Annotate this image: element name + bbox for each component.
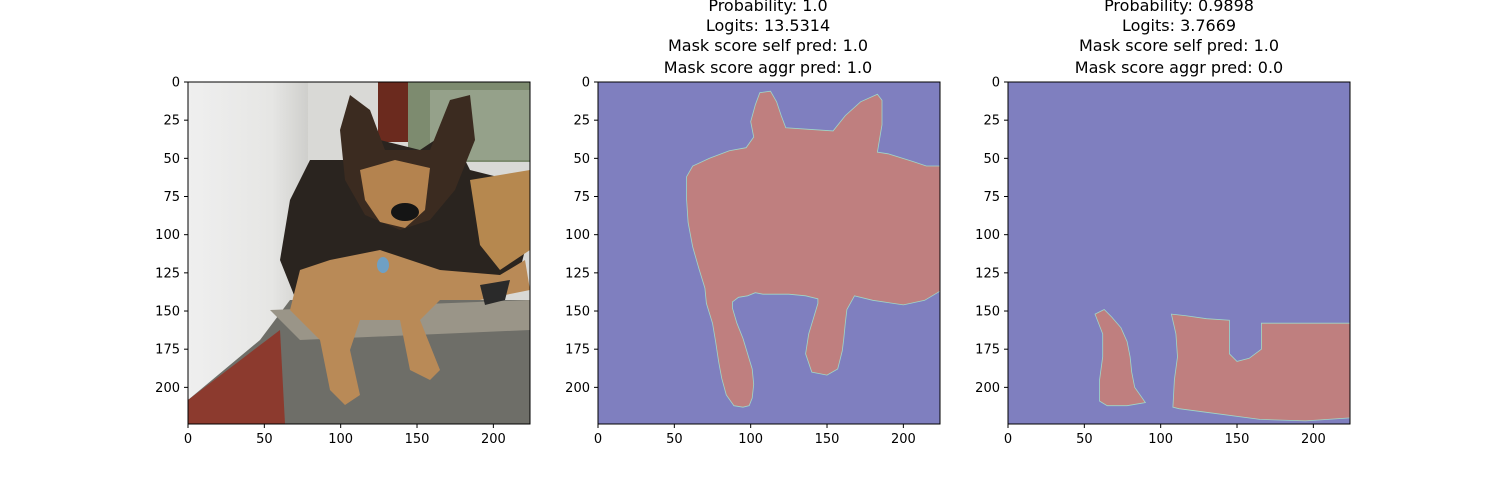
mask-shape xyxy=(686,90,941,408)
title-line-3: Mask score self pred: 1.0 xyxy=(1079,36,1279,55)
y-tick-label: 200 xyxy=(565,381,590,396)
y-tick-label: 0 xyxy=(582,76,590,91)
y-tick-label: 200 xyxy=(155,381,180,396)
y-tick-label: 25 xyxy=(163,114,180,129)
axes-frame xyxy=(1007,81,1351,425)
y-tick-label: 150 xyxy=(975,305,1000,320)
title-line-4: Mask score aggr pred: 1.0 xyxy=(664,58,872,77)
x-tick-label: 150 xyxy=(815,432,840,447)
x-tick-label: 150 xyxy=(1225,432,1250,447)
x-tick-label: 0 xyxy=(184,432,192,447)
y-tick-label: 0 xyxy=(172,76,180,91)
axis-ticks: 0 50 100 150 200 0 25 50 75 100 125 150 175 200 xyxy=(155,76,506,448)
y-tick-label: 125 xyxy=(565,266,590,281)
panel-title: Probability: 0.9898 Logits: 3.7669 Mask … xyxy=(1075,0,1283,77)
axes-frame xyxy=(187,81,531,425)
x-tick-label: 50 xyxy=(666,432,683,447)
x-tick-label: 100 xyxy=(1148,432,1173,447)
panel-mask-1: Probability: 1.0 Logits: 13.5314 Mask sc… xyxy=(565,0,941,448)
y-tick-label: 125 xyxy=(975,266,1000,281)
panel-mask-2: Probability: 0.9898 Logits: 3.7669 Mask … xyxy=(975,0,1351,448)
y-tick-label: 50 xyxy=(983,152,1000,167)
title-line-1: Probability: 0.9898 xyxy=(1104,0,1254,15)
axis-ticks: 0 50 100 150 200 0 25 50 75 100 125 150 175 200 xyxy=(975,76,1326,448)
title-line-3: Mask score self pred: 1.0 xyxy=(668,36,868,55)
y-tick-label: 50 xyxy=(163,152,180,167)
y-tick-label: 25 xyxy=(573,114,590,129)
panel-image: 0 50 100 150 200 0 25 50 75 100 125 150 175 200 xyxy=(155,76,531,448)
mask-shape xyxy=(1094,309,1147,407)
x-tick-label: 100 xyxy=(738,432,763,447)
axis-ticks: 0 50 100 150 200 0 25 50 75 100 125 150 175 200 xyxy=(565,76,916,448)
mask-region xyxy=(1094,309,1351,422)
y-tick-label: 100 xyxy=(565,228,590,243)
y-tick-label: 75 xyxy=(573,190,590,205)
y-tick-label: 50 xyxy=(573,152,590,167)
x-tick-label: 200 xyxy=(891,432,916,447)
x-tick-label: 100 xyxy=(328,432,353,447)
y-tick-label: 175 xyxy=(155,343,180,358)
title-line-1: Probability: 1.0 xyxy=(708,0,827,15)
x-tick-label: 0 xyxy=(594,432,602,447)
y-tick-label: 200 xyxy=(975,381,1000,396)
y-tick-label: 125 xyxy=(155,266,180,281)
title-line-4: Mask score aggr pred: 0.0 xyxy=(1075,58,1283,77)
y-tick-label: 175 xyxy=(975,343,1000,358)
y-tick-label: 150 xyxy=(565,305,590,320)
y-tick-label: 75 xyxy=(983,190,1000,205)
y-tick-label: 100 xyxy=(975,228,1000,243)
y-tick-label: 25 xyxy=(983,114,1000,129)
x-tick-label: 50 xyxy=(256,432,273,447)
panel-title: Probability: 1.0 Logits: 13.5314 Mask sc… xyxy=(664,0,872,77)
x-tick-label: 0 xyxy=(1004,432,1012,447)
y-tick-label: 0 xyxy=(992,76,1000,91)
x-tick-label: 200 xyxy=(481,432,506,447)
x-tick-label: 150 xyxy=(405,432,430,447)
y-tick-label: 75 xyxy=(163,190,180,205)
photo-dog xyxy=(188,82,530,424)
axes-frame xyxy=(597,81,941,425)
title-line-2: Logits: 3.7669 xyxy=(1122,16,1236,35)
y-tick-label: 100 xyxy=(155,228,180,243)
x-tick-label: 50 xyxy=(1076,432,1093,447)
x-tick-label: 200 xyxy=(1301,432,1326,447)
title-line-2: Logits: 13.5314 xyxy=(706,16,830,35)
y-tick-label: 150 xyxy=(155,305,180,320)
mask-region xyxy=(686,90,941,408)
y-tick-label: 175 xyxy=(565,343,590,358)
